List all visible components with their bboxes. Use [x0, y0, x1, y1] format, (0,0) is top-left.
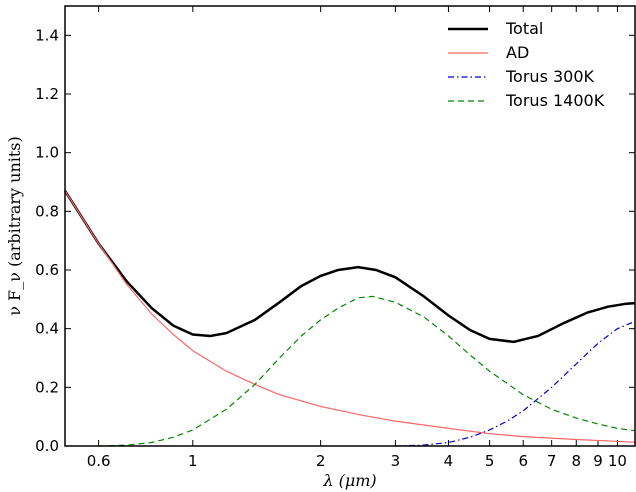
y-tick-label: 1.0 [35, 144, 59, 162]
legend-label: AD [506, 43, 529, 62]
plot-frame [64, 5, 636, 447]
y-tick-label: 0.4 [35, 320, 59, 338]
series-line-3 [98, 295, 636, 447]
y-tick-label: 0.6 [35, 261, 59, 279]
y-tick-label: 0.8 [35, 202, 59, 220]
legend: Total AD Torus 300K Torus 1400K [448, 19, 605, 110]
x-tick-label: 4 [444, 452, 454, 470]
x-tick-label: 5 [485, 452, 495, 470]
x-tick-label: 3 [391, 452, 401, 470]
x-tick-label: 1 [188, 452, 198, 470]
legend-label: Torus 300K [505, 67, 595, 86]
y-tick-label: 0.0 [35, 437, 59, 455]
axis-ticks: 0.6 1 2 3 4 5 6 7 8 9 10 0.0 0.2 0.4 0.6 0.8 1.0 1.2 1.4 [35, 6, 635, 470]
series-line-1 [64, 190, 636, 443]
x-axis-label: λ (μm) [322, 471, 376, 490]
series-layer [63, 190, 636, 447]
legend-label: Total [505, 19, 543, 38]
x-tick-label: 7 [547, 452, 557, 470]
x-tick-label: 8 [572, 452, 582, 470]
y-tick-label: 1.2 [35, 85, 59, 103]
series-line-2 [395, 320, 636, 447]
x-tick-label: 10 [608, 452, 627, 470]
series-line-0 [63, 190, 636, 344]
x-tick-label: 9 [593, 452, 603, 470]
y-tick-label: 0.2 [35, 378, 59, 396]
legend-label: Torus 1400K [505, 91, 605, 110]
x-tick-label: 6 [518, 452, 528, 470]
y-axis-label: ν F_ν (arbitrary units) [5, 136, 24, 316]
y-tick-label: 1.4 [35, 26, 59, 44]
x-tick-label: 0.6 [87, 452, 111, 470]
x-tick-label: 2 [316, 452, 326, 470]
